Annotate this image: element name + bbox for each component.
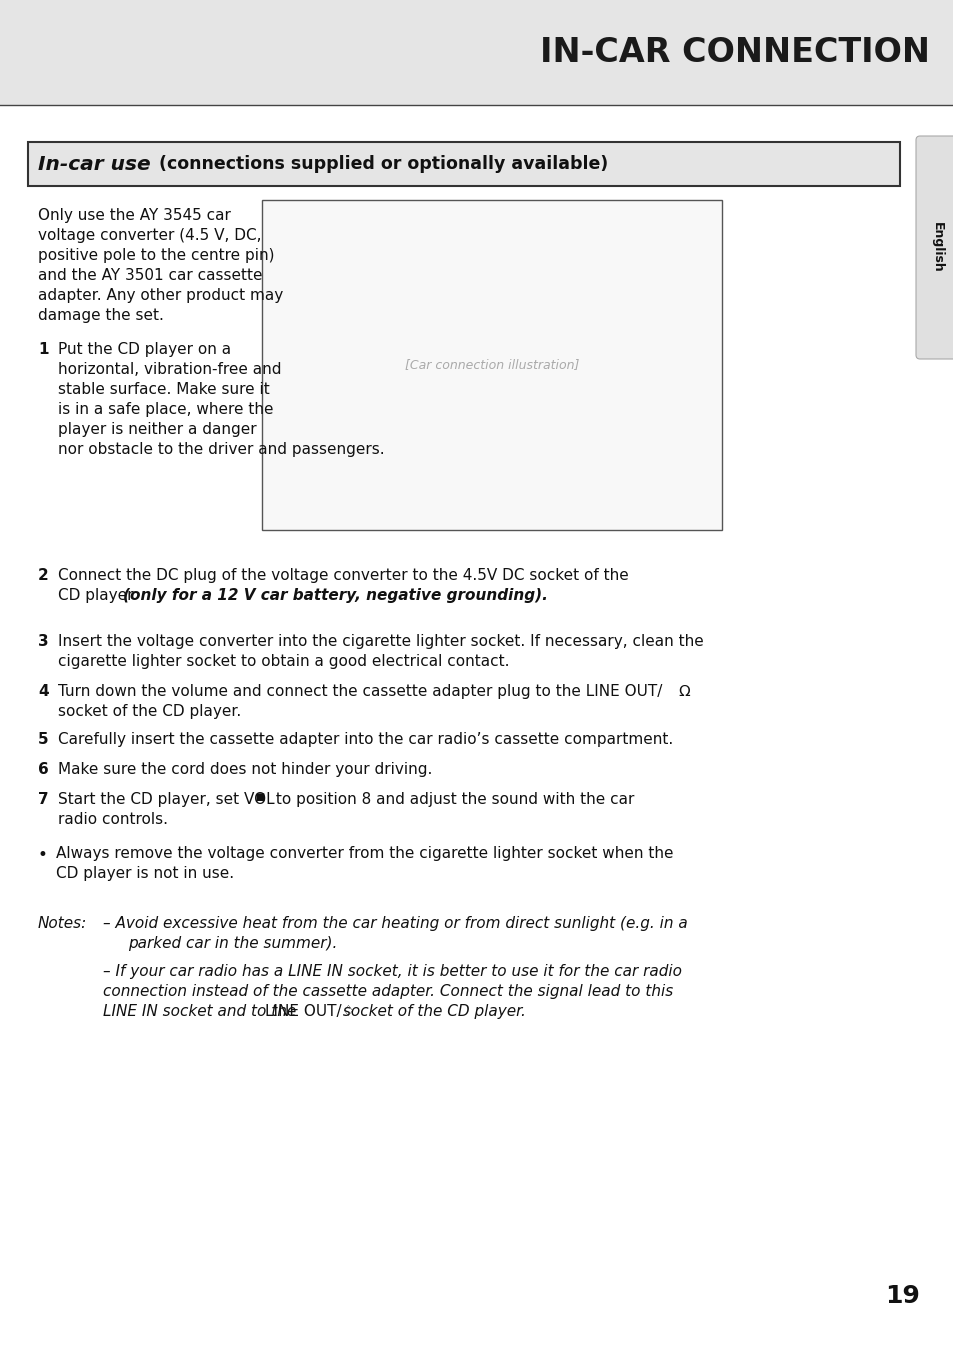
Text: – Avoid excessive heat from the car heating or from direct sunlight (e.g. in a: – Avoid excessive heat from the car heat… <box>103 917 687 931</box>
Text: Only use the AY 3545 car: Only use the AY 3545 car <box>38 209 231 223</box>
Text: LINE OUT/♢: LINE OUT/♢ <box>265 1004 355 1019</box>
Text: Notes:: Notes: <box>38 917 87 931</box>
Text: nor obstacle to the driver and passengers.: nor obstacle to the driver and passenger… <box>58 441 384 458</box>
Text: positive pole to the centre pin): positive pole to the centre pin) <box>38 248 274 262</box>
Text: 5: 5 <box>38 732 49 747</box>
Text: ■: ■ <box>254 791 264 802</box>
Text: 3: 3 <box>38 634 49 649</box>
Text: CD player: CD player <box>58 588 138 603</box>
Text: IN-CAR CONNECTION: IN-CAR CONNECTION <box>539 36 929 69</box>
Text: 2: 2 <box>38 568 49 583</box>
Text: damage the set.: damage the set. <box>38 308 164 323</box>
Text: adapter. Any other product may: adapter. Any other product may <box>38 288 283 303</box>
Text: Connect the DC plug of the voltage converter to the 4.5V DC socket of the: Connect the DC plug of the voltage conve… <box>58 568 628 583</box>
Text: In-car use: In-car use <box>38 155 151 174</box>
Text: [Car connection illustration]: [Car connection illustration] <box>404 358 578 371</box>
Text: – If your car radio has a LINE IN socket, it is better to use it for the car rad: – If your car radio has a LINE IN socket… <box>103 964 681 979</box>
Text: CD player is not in use.: CD player is not in use. <box>56 865 233 882</box>
Text: is in a safe place, where the: is in a safe place, where the <box>58 402 274 417</box>
Text: connection instead of the cassette adapter. Connect the signal lead to this: connection instead of the cassette adapt… <box>103 984 673 999</box>
Text: •: • <box>38 847 48 864</box>
Text: 7: 7 <box>38 791 49 808</box>
Text: (only for a 12 V car battery, negative grounding).: (only for a 12 V car battery, negative g… <box>123 588 547 603</box>
Text: socket of the CD player.: socket of the CD player. <box>58 704 241 719</box>
Text: Insert the voltage converter into the cigarette lighter socket. If necessary, cl: Insert the voltage converter into the ci… <box>58 634 703 649</box>
Text: Ω: Ω <box>678 684 689 699</box>
Text: voltage converter (4.5 V, DC,: voltage converter (4.5 V, DC, <box>38 227 261 244</box>
Text: parked car in the summer).: parked car in the summer). <box>128 935 337 952</box>
Text: stable surface. Make sure it: stable surface. Make sure it <box>58 382 270 397</box>
Text: Always remove the voltage converter from the cigarette lighter socket when the: Always remove the voltage converter from… <box>56 847 673 861</box>
Text: Turn down the volume and connect the cassette adapter plug to the LINE OUT/: Turn down the volume and connect the cas… <box>58 684 661 699</box>
Text: 4: 4 <box>38 684 49 699</box>
Text: and the AY 3501 car cassette: and the AY 3501 car cassette <box>38 268 262 283</box>
Text: Start the CD player, set VOL: Start the CD player, set VOL <box>58 791 279 808</box>
Text: Put the CD player on a: Put the CD player on a <box>58 342 231 357</box>
Text: to position 8 and adjust the sound with the car: to position 8 and adjust the sound with … <box>271 791 634 808</box>
Text: socket of the CD player.: socket of the CD player. <box>337 1004 525 1019</box>
Text: cigarette lighter socket to obtain a good electrical contact.: cigarette lighter socket to obtain a goo… <box>58 654 509 669</box>
Text: English: English <box>929 222 943 273</box>
Text: Make sure the cord does not hinder your driving.: Make sure the cord does not hinder your … <box>58 762 432 777</box>
Text: LINE IN socket and to the: LINE IN socket and to the <box>103 1004 301 1019</box>
Text: Carefully insert the cassette adapter into the car radio’s cassette compartment.: Carefully insert the cassette adapter in… <box>58 732 673 747</box>
Text: radio controls.: radio controls. <box>58 812 168 826</box>
Text: horizontal, vibration-free and: horizontal, vibration-free and <box>58 362 281 377</box>
Bar <box>0 0 953 105</box>
Text: (connections supplied or optionally available): (connections supplied or optionally avai… <box>152 155 608 174</box>
Text: 19: 19 <box>884 1284 919 1308</box>
Bar <box>262 201 721 530</box>
FancyBboxPatch shape <box>915 136 953 359</box>
Text: 6: 6 <box>38 762 49 777</box>
Bar <box>28 141 899 186</box>
Text: 1: 1 <box>38 342 49 357</box>
Text: player is neither a danger: player is neither a danger <box>58 423 256 437</box>
